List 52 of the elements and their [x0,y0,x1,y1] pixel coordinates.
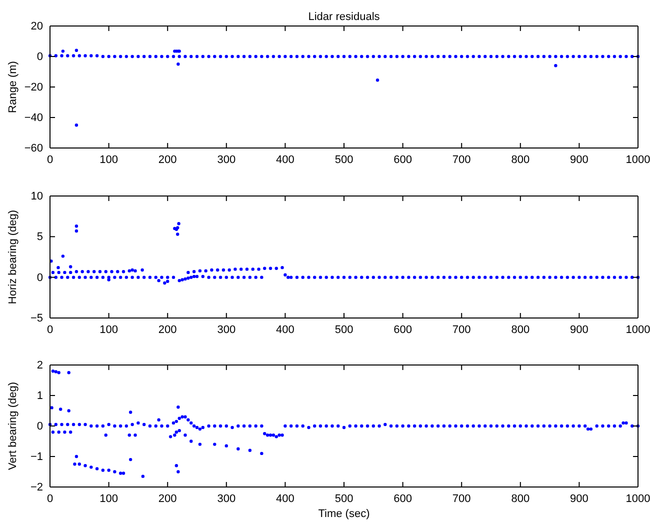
x-tick-label: 200 [158,324,177,336]
x-tick-label: 1000 [626,324,650,336]
x-tick-label: 900 [570,324,588,336]
y-tick-label: 0 [36,420,43,433]
y-axis-title: Vert bearing (deg) [7,382,19,470]
x-axis-title: Time (sec) [318,508,370,520]
y-axis-title: Horiz bearing (deg) [7,210,19,304]
y-tick-label: 20 [30,20,43,33]
x-tick-label: 700 [452,154,471,166]
y-tick-label: −2 [30,482,43,494]
y-tick-label: −40 [24,112,43,124]
x-tick-label: 0 [46,492,54,505]
chart-title: Lidar residuals [308,11,380,23]
y-tick-label: 0 [36,272,43,284]
x-tick-label: 300 [217,324,236,336]
x-tick-label: 300 [217,154,236,166]
y-tick-label: −20 [24,82,43,94]
x-tick-label: 100 [100,324,118,336]
x-tick-label: 200 [158,154,177,166]
y-tick-label: −1 [30,451,43,464]
x-tick-label: 800 [511,324,530,336]
x-tick-label: 400 [276,154,294,166]
x-tick-label: 600 [394,324,412,336]
x-tick-label: 500 [334,154,354,166]
x-tick-label: 600 [394,492,412,505]
x-tick-label: 700 [452,492,471,505]
x-tick-label: 1000 [626,492,650,505]
x-tick-label: 900 [570,492,588,505]
y-axis-title: Range (m) [7,61,19,113]
x-tick-label: 0 [46,154,54,166]
x-tick-label: 400 [276,324,294,336]
x-tick-label: 700 [452,324,471,336]
x-tick-label: 1000 [626,154,650,166]
x-tick-label: 400 [276,492,294,505]
x-tick-label: 500 [334,492,354,505]
x-tick-label: 800 [511,492,530,505]
x-tick-label: 100 [100,154,118,166]
y-tick-label: −60 [24,142,43,155]
y-tick-label: 0 [36,51,43,64]
y-tick-label: 10 [30,190,43,203]
y-tick-label: 1 [36,390,43,402]
y-tick-label: −5 [30,312,43,325]
x-tick-label: 200 [158,492,177,505]
x-tick-label: 500 [334,324,354,336]
x-tick-label: 300 [217,492,236,505]
x-tick-label: 900 [570,154,588,166]
x-tick-label: 0 [46,324,54,336]
x-tick-label: 800 [511,154,530,166]
y-tick-label: 2 [36,360,43,372]
x-tick-label: 600 [394,154,412,166]
x-tick-label: 100 [100,492,118,505]
y-tick-label: 5 [36,231,43,244]
